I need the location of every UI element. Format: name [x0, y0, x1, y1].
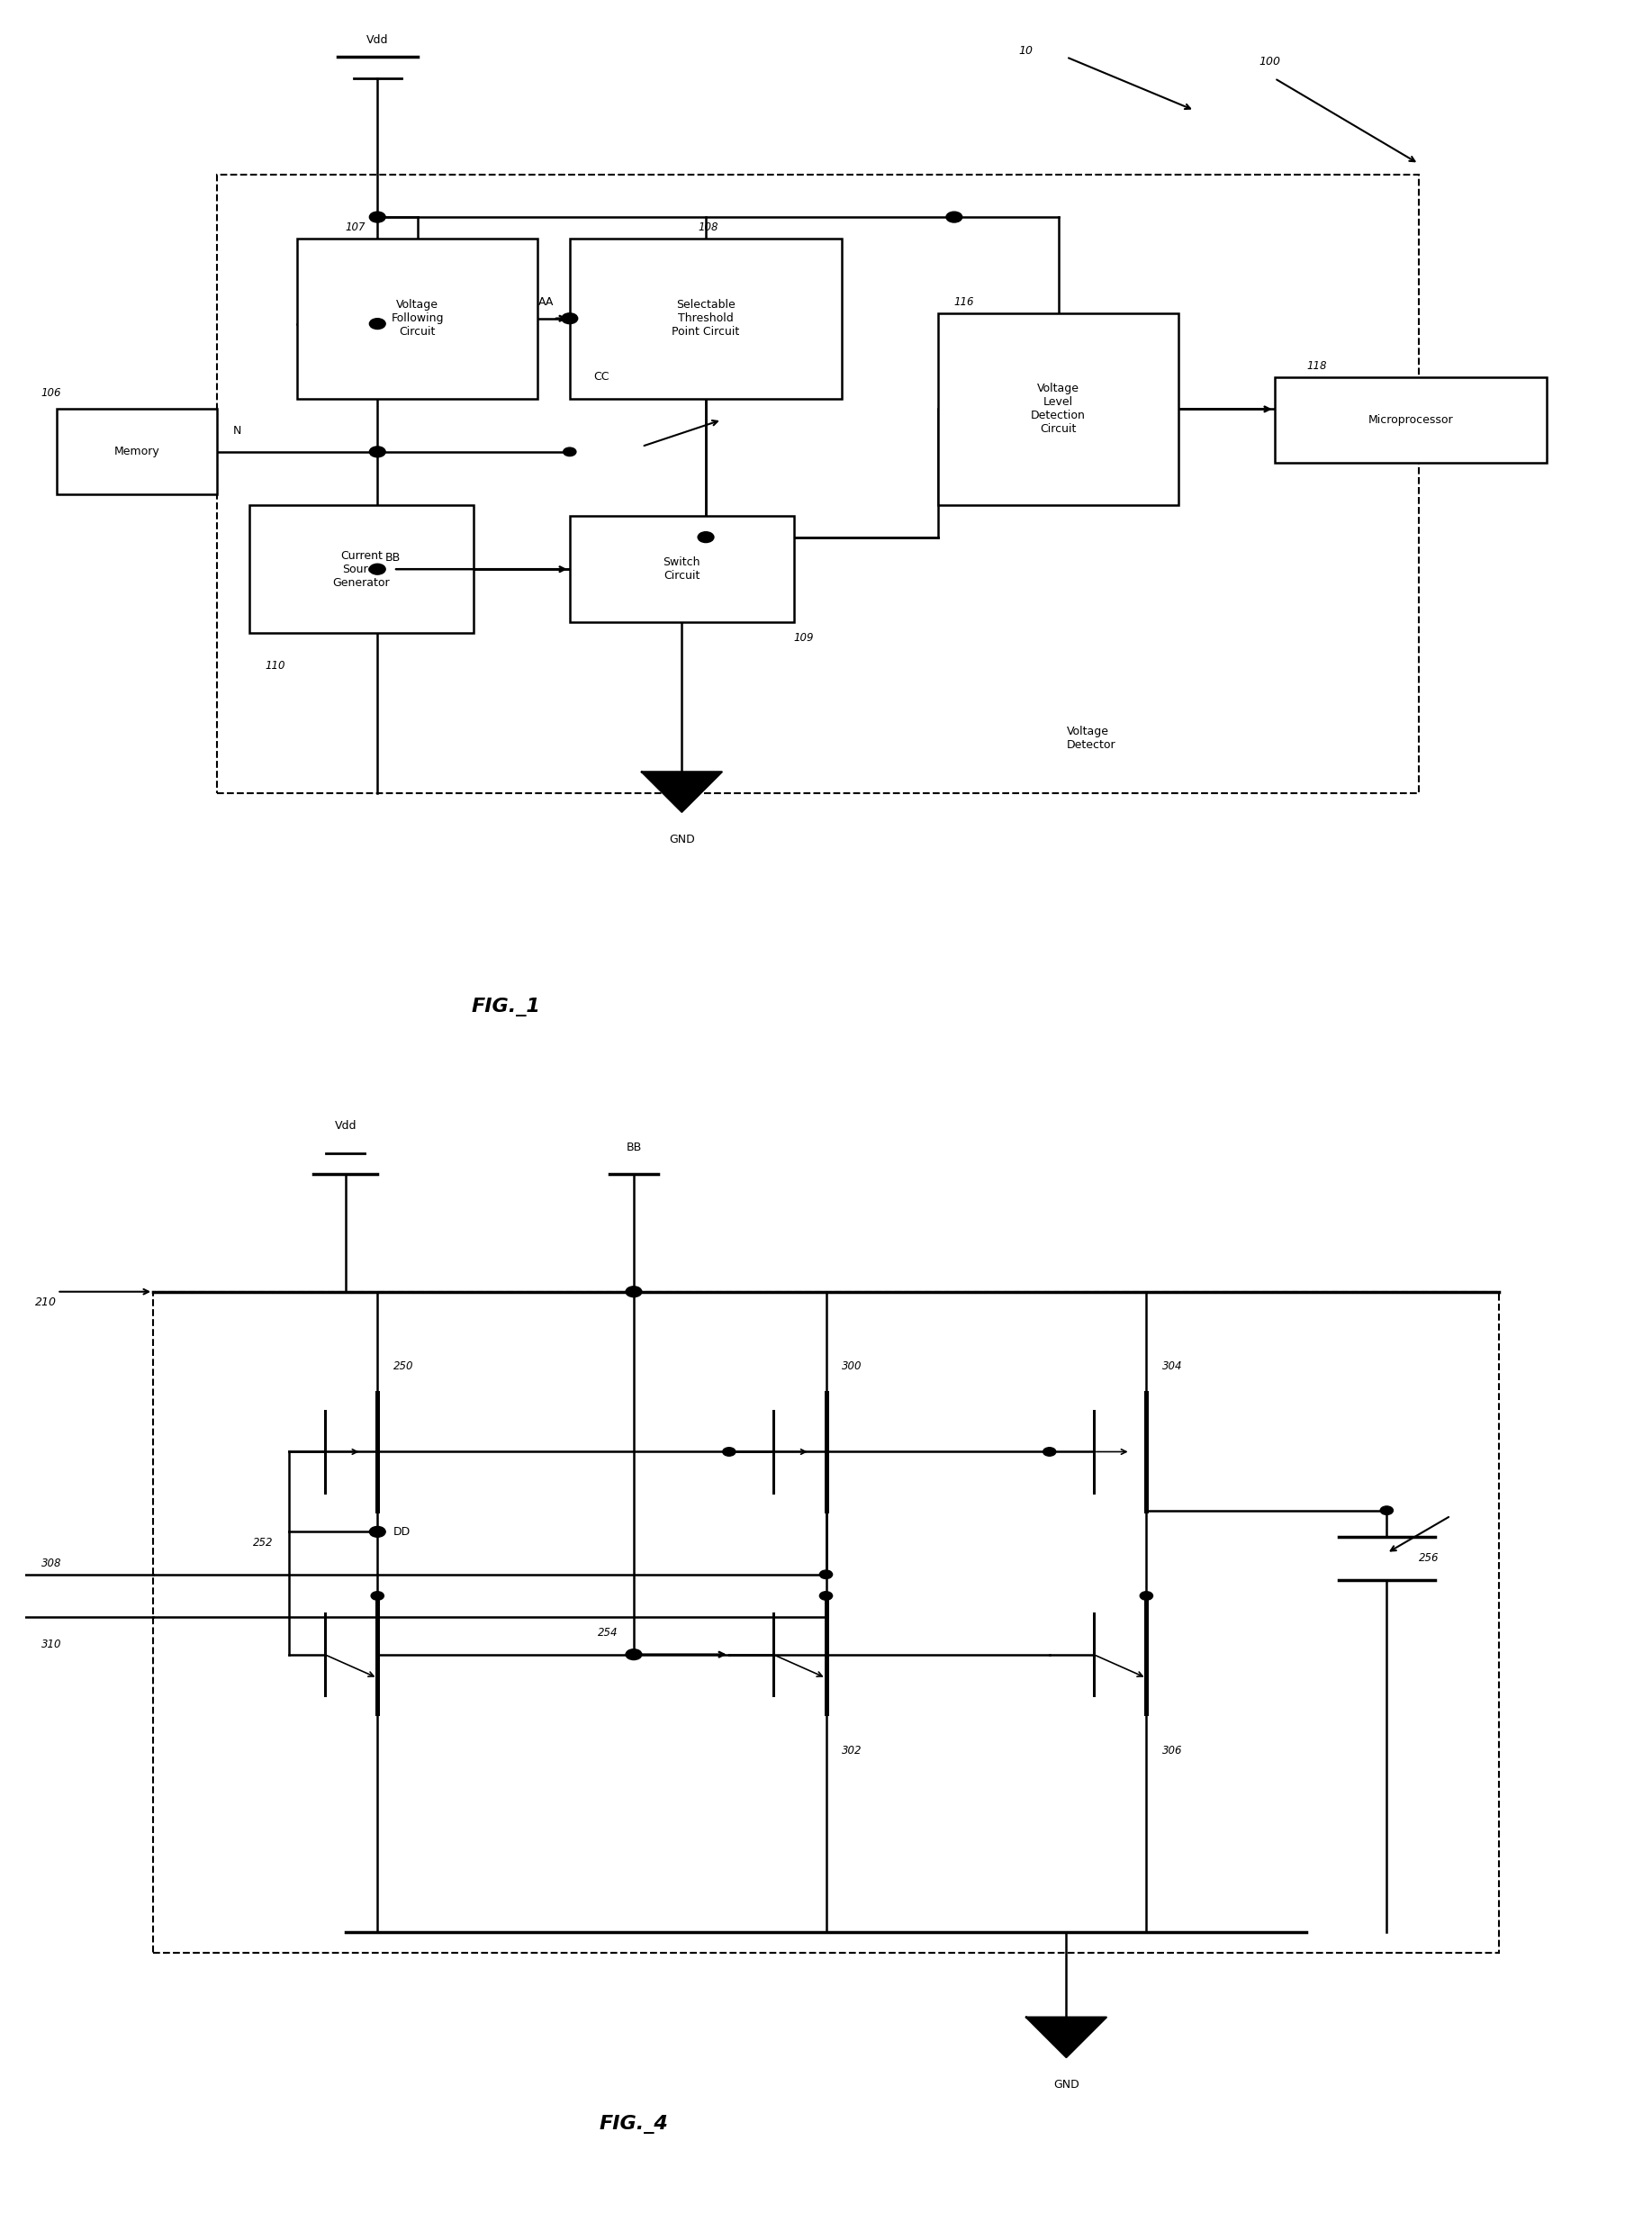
Text: 118: 118	[1307, 361, 1327, 372]
Text: BB: BB	[385, 551, 401, 564]
Text: 306: 306	[1163, 1746, 1183, 1757]
Circle shape	[372, 1527, 383, 1536]
Text: Memory: Memory	[114, 447, 160, 458]
Text: 108: 108	[697, 221, 719, 232]
Circle shape	[947, 212, 961, 221]
Text: FIG._1: FIG._1	[471, 998, 540, 1016]
Text: 308: 308	[41, 1558, 61, 1569]
Text: 254: 254	[598, 1627, 618, 1638]
Text: 100: 100	[1259, 55, 1280, 69]
Bar	[1275, 376, 1546, 463]
Text: 302: 302	[843, 1746, 862, 1757]
Bar	[249, 505, 474, 633]
Text: Current
Source
Generator: Current Source Generator	[332, 549, 390, 589]
Bar	[570, 239, 843, 398]
Bar	[570, 516, 795, 622]
Text: 256: 256	[1419, 1554, 1439, 1565]
Circle shape	[563, 447, 577, 456]
Text: 110: 110	[266, 659, 286, 671]
Text: BB: BB	[626, 1142, 641, 1153]
Circle shape	[1381, 1507, 1393, 1514]
Text: 300: 300	[843, 1361, 862, 1372]
Text: Voltage
Detector: Voltage Detector	[1066, 726, 1115, 750]
Text: 107: 107	[345, 221, 365, 232]
Text: 10: 10	[1018, 44, 1032, 58]
Text: DD: DD	[393, 1527, 411, 1538]
Circle shape	[370, 1527, 385, 1538]
Circle shape	[370, 212, 385, 221]
Text: Microprocessor: Microprocessor	[1368, 414, 1454, 425]
Circle shape	[370, 447, 385, 458]
Circle shape	[626, 1649, 641, 1660]
Text: 310: 310	[41, 1638, 61, 1651]
Text: 250: 250	[393, 1361, 413, 1372]
Circle shape	[819, 1591, 833, 1600]
Text: Voltage
Following
Circuit: Voltage Following Circuit	[392, 299, 444, 339]
Polygon shape	[1026, 2018, 1107, 2058]
Bar	[218, 175, 1419, 792]
Text: Switch
Circuit: Switch Circuit	[662, 558, 700, 582]
Circle shape	[1140, 1591, 1153, 1600]
Circle shape	[370, 319, 385, 330]
Bar	[938, 312, 1178, 505]
Text: CC: CC	[593, 372, 610, 383]
Circle shape	[819, 1571, 833, 1578]
Text: Voltage
Level
Detection
Circuit: Voltage Level Detection Circuit	[1031, 383, 1085, 436]
Circle shape	[697, 531, 714, 542]
Text: 109: 109	[795, 633, 814, 644]
Text: N: N	[233, 425, 241, 436]
Text: Selectable
Threshold
Point Circuit: Selectable Threshold Point Circuit	[672, 299, 740, 339]
Circle shape	[722, 1447, 735, 1456]
Polygon shape	[641, 772, 722, 812]
Text: 252: 252	[253, 1538, 273, 1549]
Text: Vdd: Vdd	[334, 1120, 357, 1131]
Circle shape	[372, 1591, 383, 1600]
Circle shape	[370, 564, 385, 575]
Circle shape	[562, 312, 578, 323]
Circle shape	[626, 1286, 641, 1297]
Text: Vdd: Vdd	[367, 35, 388, 46]
Bar	[154, 1292, 1498, 1954]
Text: FIG._4: FIG._4	[600, 2113, 669, 2133]
Text: 210: 210	[35, 1297, 58, 1308]
Text: 106: 106	[41, 387, 61, 398]
Text: AA: AA	[539, 297, 553, 308]
Bar	[297, 239, 537, 398]
Text: GND: GND	[669, 834, 695, 845]
Bar	[58, 409, 218, 493]
Text: GND: GND	[1054, 2078, 1079, 2091]
Circle shape	[1042, 1447, 1056, 1456]
Text: 304: 304	[1163, 1361, 1183, 1372]
Text: 116: 116	[955, 297, 975, 308]
